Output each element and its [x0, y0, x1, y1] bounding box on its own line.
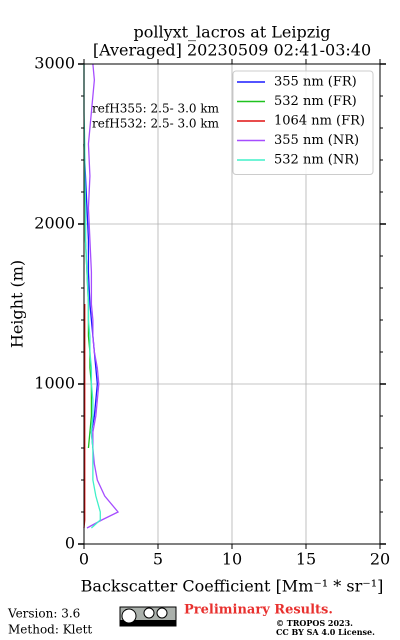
version: Version: 3.6 [7, 607, 80, 621]
profile-line [83, 143, 98, 449]
x-tick-label: 0 [79, 550, 89, 569]
profile-line [86, 63, 120, 529]
x-tick-label: 15 [296, 550, 316, 569]
y-tick-label: 3000 [34, 54, 75, 73]
copyright: © TROPOS 2023. [276, 618, 353, 628]
x-tick-label: 5 [153, 550, 163, 569]
legend-label: 355 nm (NR) [274, 133, 359, 148]
chart-title: pollyxt_lacros at Leipzig [133, 23, 330, 42]
y-tick-label: 0 [65, 534, 75, 553]
x-tick-label: 20 [370, 550, 390, 569]
notice: Preliminary Results. [184, 603, 333, 618]
y-axis-label: Height (m) [8, 260, 27, 348]
annotation: refH355: 2.5- 3.0 km [92, 102, 220, 116]
legend: 355 nm (FR) 532 nm (FR) 1064 nm (FR) 355 nm… [232, 70, 374, 175]
chart-subtitle: [Averaged] 20230509 02:41-03:40 [93, 41, 371, 60]
legend-label: 1064 nm (FR) [274, 114, 365, 129]
plot-frame [83, 63, 381, 545]
profile-line [83, 304, 86, 529]
x-axis-label: Backscatter Coefficient [Mm⁻¹ * sr⁻¹] [81, 577, 384, 596]
y-tick-label: 2000 [34, 214, 75, 233]
y-tick-label: 1000 [34, 374, 75, 393]
license: CC BY SA 4.0 License. [276, 627, 375, 637]
method: Method: Klett [8, 623, 92, 637]
cc-logo [119, 606, 177, 627]
x-tick-label: 10 [222, 550, 242, 569]
legend-label: 532 nm (FR) [274, 94, 357, 109]
legend-label: 355 nm (FR) [274, 75, 357, 90]
profile-line [83, 64, 101, 529]
legend-label: 532 nm (NR) [274, 153, 359, 168]
annotation: refH532: 2.5- 3.0 km [92, 117, 220, 131]
legend-box [232, 70, 374, 175]
